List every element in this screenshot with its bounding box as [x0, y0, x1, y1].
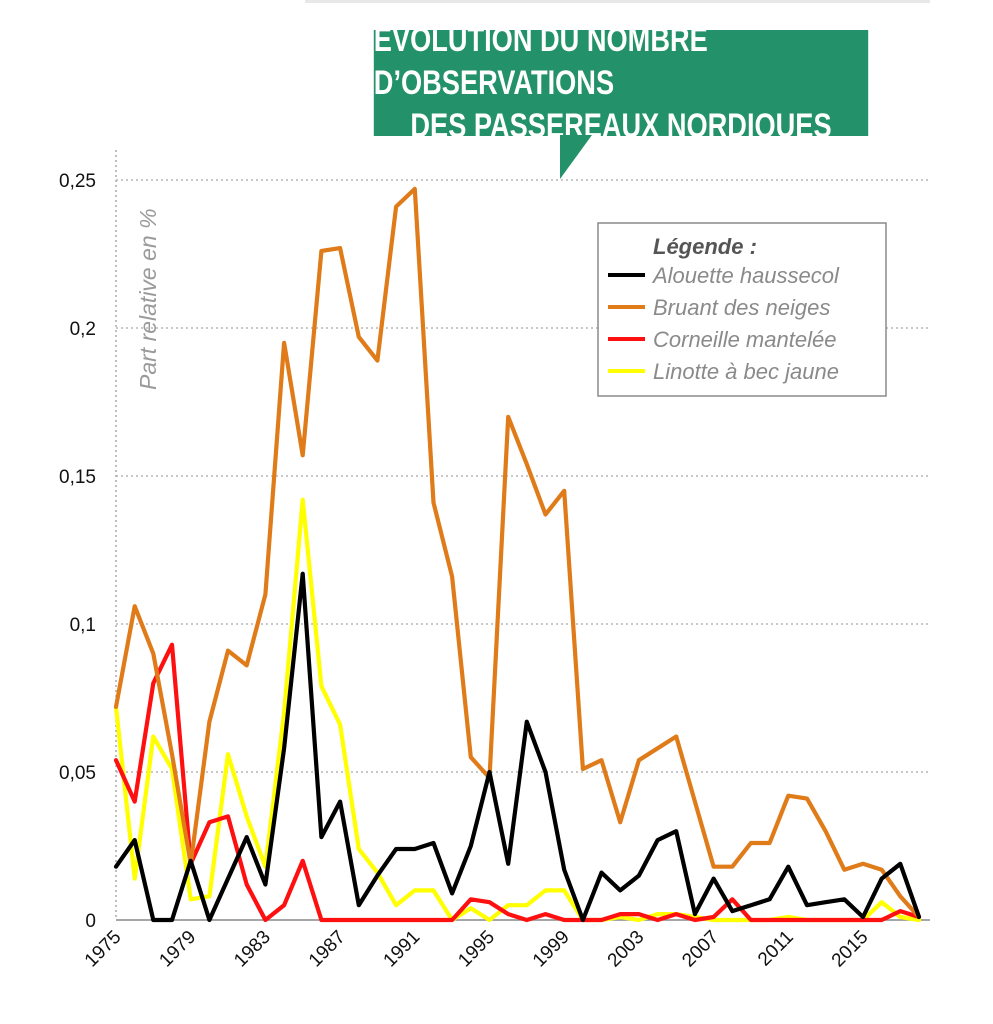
y-tick-label: 0,25	[59, 171, 96, 192]
y-tick-label: 0,05	[59, 763, 96, 784]
chart-title-banner: ÉVOLUTION DU NOMBRE D’OBSERVATIONS DES P…	[373, 21, 869, 145]
grid-lines	[116, 179, 930, 773]
y-tick-labels: 0 0,05 0,1 0,15 0,2 0,25	[59, 171, 96, 932]
legend-box	[597, 222, 887, 397]
x-tick-label: 1987	[305, 927, 350, 972]
title-pointer	[560, 135, 592, 179]
legend: Légende : Alouette haussecol Bruant des n…	[597, 222, 887, 397]
title-top-rule	[305, 0, 930, 3]
chart-title-line-1: ÉVOLUTION DU NOMBRE D’OBSERVATIONS	[373, 20, 708, 102]
series-lines	[113, 186, 922, 923]
series-line	[113, 642, 922, 923]
y-tick-label: 0	[85, 911, 96, 932]
series-line	[113, 497, 922, 923]
legend-label: Linotte à bec jaune	[653, 359, 839, 384]
x-tick-label: 1975	[81, 927, 126, 972]
legend-label: Corneille mantelée	[653, 327, 836, 352]
series-line	[113, 571, 922, 923]
legend-items: Alouette haussecol Bruant des neiges Corne…	[608, 263, 840, 384]
series-line	[113, 186, 922, 920]
chart-title-line-2: DES PASSEREAUX NORDIQUES	[410, 106, 832, 145]
x-tick-label: 1979	[155, 927, 200, 972]
legend-label: Bruant des neiges	[653, 295, 830, 320]
y-tick-label: 0,2	[70, 319, 96, 340]
legend-title: Légende :	[653, 234, 757, 259]
x-tick-label: 2007	[678, 927, 723, 972]
x-tick-label: 2003	[604, 927, 649, 972]
x-tick-label: 1991	[380, 927, 425, 972]
x-tick-label: 2011	[754, 927, 798, 971]
x-tick-label: 2015	[828, 927, 873, 972]
x-tick-label: 1999	[529, 927, 574, 972]
x-tick-labels: 1975 1979 1983 1987 1991 1995 1999 2003 2007 2011…	[81, 927, 873, 972]
y-tick-label: 0,15	[59, 467, 96, 488]
x-tick-label: 1995	[454, 927, 499, 972]
legend-label: Alouette haussecol	[651, 263, 840, 288]
y-axis-label: Part relative en %	[135, 208, 161, 390]
y-tick-label: 0,1	[70, 615, 96, 636]
x-tick-label: 1983	[230, 927, 275, 972]
